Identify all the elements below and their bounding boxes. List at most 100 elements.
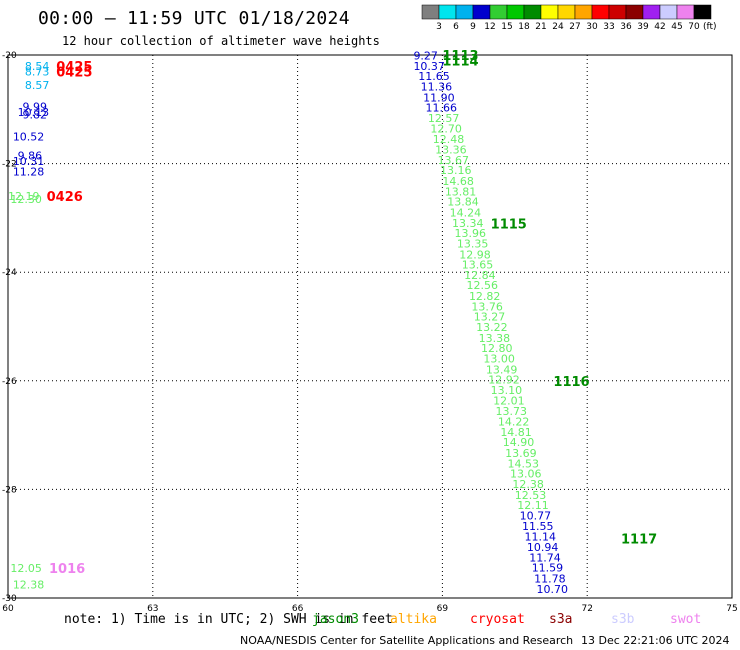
colorbar-tick-label: 27	[569, 22, 581, 32]
page-subtitle: 12 hour collection of altimeter wave hei…	[62, 34, 380, 48]
footer-timestamp: 13 Dec 22:21:06 UTC 2024	[581, 634, 730, 647]
colorbar-swatch	[625, 4, 644, 20]
wave-height-label: 14.24	[450, 206, 482, 219]
wave-height-label: 12.70	[430, 122, 462, 135]
wave-height-label: 13.65	[462, 259, 494, 272]
longitude-tick-label: 69	[437, 604, 449, 614]
colorbar-tick-label: 30	[586, 22, 598, 32]
wave-height-label: 13.35	[457, 237, 489, 250]
wave-height-label: 13.36	[435, 143, 467, 156]
colorbar-swatch	[608, 4, 627, 20]
latitude-tick-label: -28	[2, 485, 17, 495]
wave-height-label: 10.37	[413, 60, 445, 73]
colorbar-tick-label: 70	[688, 22, 700, 32]
colorbar-swatch	[557, 4, 576, 20]
wave-height-label: 11.36	[421, 80, 453, 93]
wave-height-label: 8.54	[25, 60, 50, 73]
wave-height-label: 13.96	[454, 227, 486, 240]
pass-time-label: 1016	[49, 562, 85, 577]
longitude-tick-label: 75	[726, 604, 737, 614]
wave-height-label: 12.98	[459, 248, 491, 261]
colorbar-unit: (ft)	[703, 22, 717, 32]
wave-height-label: 12.38	[13, 578, 45, 591]
colorbar-swatch	[693, 4, 712, 20]
footer-note: note: 1) Time is in UTC; 2) SWH is in fe…	[64, 612, 393, 627]
wave-height-label: 14.81	[500, 426, 532, 439]
satellite-legend-jason3: jason3	[312, 612, 359, 627]
pass-time-label: 1114	[442, 54, 478, 69]
longitude-tick-label: 63	[147, 604, 158, 614]
satellite-legend-s3a: s3a	[549, 612, 573, 627]
wave-height-label: 12.80	[481, 342, 512, 355]
wave-height-label: 10.77	[520, 509, 552, 522]
pass-time-label: 1115	[491, 217, 527, 232]
colorbar-tick-label: 21	[535, 22, 547, 32]
colorbar-tick-label: 18	[518, 22, 530, 32]
pass-time-label: 1116	[553, 375, 589, 390]
colorbar-tick-label: 39	[637, 22, 649, 32]
wave-height-label: 13.67	[438, 154, 470, 167]
footer-credit: NOAA/NESDIS Center for Satellite Applica…	[240, 634, 574, 647]
wave-height-label: 12.56	[467, 279, 499, 292]
wave-height-label: 11.78	[534, 572, 566, 585]
latitude-tick-label: -20	[2, 51, 17, 61]
wave-height-label: 14.22	[498, 416, 530, 429]
wave-height-label: 13.27	[474, 311, 506, 324]
wave-height-label: 9.82	[22, 109, 47, 122]
wave-height-label: 13.76	[471, 300, 503, 313]
colorbar-tick-label: 12	[484, 22, 496, 32]
colorbar-tick-label: 3	[436, 22, 442, 32]
wave-height-label: 13.81	[445, 185, 477, 198]
wave-height-label: 12.57	[428, 112, 460, 125]
colorbar-tick-label: 33	[603, 22, 615, 32]
wave-height-label: 9.27	[413, 50, 438, 63]
colorbar-swatch	[489, 4, 508, 20]
page-title: 00:00 – 11:59 UTC 01/18/2024	[38, 8, 350, 29]
wave-height-label: 11.59	[532, 562, 564, 575]
latitude-tick-label: -24	[2, 268, 17, 278]
wave-height-label: 14.53	[508, 457, 540, 470]
longitude-tick-label: 66	[292, 604, 304, 614]
colorbar-swatch	[438, 4, 457, 20]
colorbar-swatch	[540, 4, 559, 20]
satellite-legend-swot: swot	[670, 612, 702, 627]
wave-height-label: 13.22	[476, 321, 508, 334]
colorbar-tick-label: 42	[654, 22, 666, 32]
wave-height-label: 9.86	[18, 149, 43, 162]
wave-height-label: 14.68	[442, 175, 474, 188]
colorbar-swatch	[676, 4, 695, 20]
wave-height-label: 13.69	[505, 447, 537, 460]
wave-height-label: 13.34	[452, 217, 484, 230]
wave-height-label: 13.06	[510, 468, 542, 481]
wave-height-label: 11.65	[418, 70, 450, 83]
wave-height-label: 12.92	[488, 374, 519, 387]
map-frame	[7, 54, 733, 599]
wave-height-label: 12.38	[512, 478, 544, 491]
latitude-tick-label: -30	[2, 594, 17, 604]
latitude-tick-label: -26	[2, 377, 17, 387]
wave-height-label: 10.13	[18, 106, 50, 119]
colorbar-tick-label: 24	[552, 22, 564, 32]
wave-height-label: 10.94	[527, 541, 559, 554]
wave-height-label: 12.19	[8, 190, 40, 203]
colorbar-tick-label: 15	[501, 22, 513, 32]
colorbar-swatch	[472, 4, 491, 20]
wave-height-label: 13.10	[491, 384, 522, 397]
wave-height-label: 13.73	[495, 405, 527, 418]
pass-time-label: 1117	[621, 532, 657, 547]
wave-height-label: 12.01	[493, 394, 524, 407]
wave-height-label: 12.30	[10, 193, 42, 206]
colorbar-swatch	[506, 4, 525, 20]
colorbar-tick-label: 36	[620, 22, 632, 32]
wave-height-label: 12.11	[517, 499, 549, 512]
satellite-legend-altika: altika	[390, 612, 437, 627]
wave-height-label: 11.14	[524, 531, 556, 544]
wave-height-label: 13.38	[479, 332, 511, 345]
wave-height-label: 11.90	[423, 91, 455, 104]
colorbar-swatch	[591, 4, 610, 20]
wave-height-label: 9.99	[22, 101, 47, 114]
satellite-legend-cryosat: cryosat	[470, 612, 525, 627]
wave-height-label: 13.49	[486, 363, 517, 376]
wave-height-label: 13.16	[440, 164, 472, 177]
